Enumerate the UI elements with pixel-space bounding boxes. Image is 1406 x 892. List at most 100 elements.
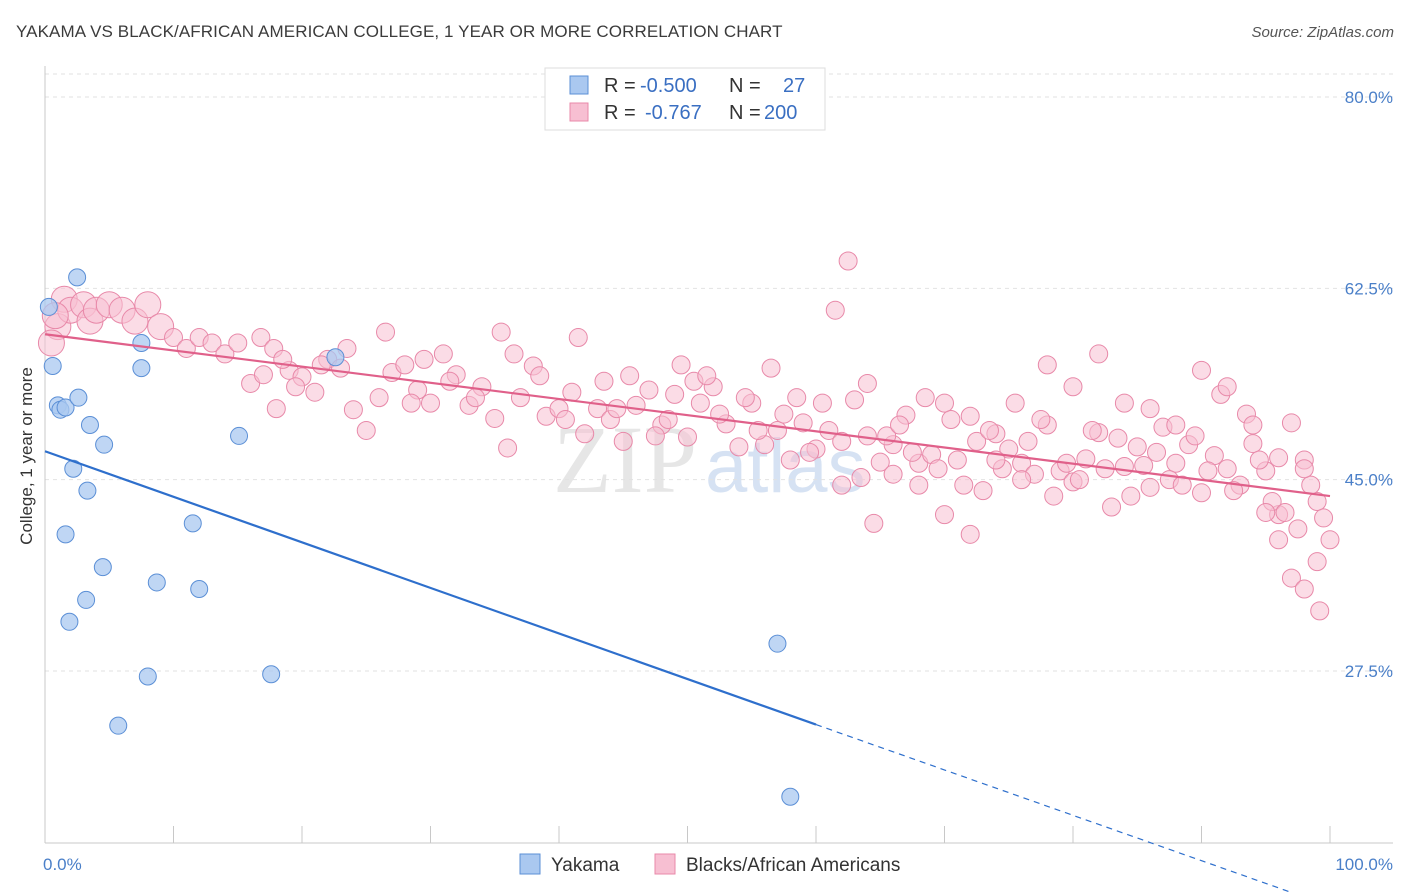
black-point-186 [960,524,980,544]
black-point-20 [253,365,273,385]
black-point-153 [1044,486,1064,506]
trend-lines [44,333,1331,892]
black-point-159 [1121,486,1141,506]
black-point-181 [832,431,852,451]
yakama-point-18 [138,667,157,686]
legend: R = -0.500 N = 27 R = -0.767 N = 200 [544,67,826,131]
yakama-point-20 [190,580,209,598]
black-point-193 [1140,399,1160,419]
yakama-point-25 [781,787,800,806]
black-point-24 [305,382,325,402]
black-point-144 [928,459,948,479]
yakama-point-0 [39,297,58,316]
legend-r-value-yakama: -0.500 [640,75,697,97]
chart-title: YAKAMA VS BLACK/AFRICAN AMERICAN COLLEGE… [16,22,783,41]
black-point-123 [645,426,665,446]
black-point-158 [1108,428,1128,448]
black-point-172 [1288,519,1308,539]
series-black-points [37,251,1340,621]
black-point-133 [787,388,807,408]
black-point-27 [343,400,363,420]
black-point-197 [1243,415,1263,435]
black-point-148 [979,420,999,440]
grid-lines [45,73,1393,672]
black-point-9 [134,291,162,319]
black-point-152 [1031,410,1051,430]
trend-line-black [44,333,1331,498]
black-point-195 [1192,360,1211,380]
black-point-143 [915,388,935,408]
yakama-point-21 [230,426,249,445]
bottom-legend-swatch-black [654,853,676,875]
black-point-48 [613,431,633,451]
black-point-131 [761,358,781,378]
black-point-129 [735,388,755,408]
bottom-legend-swatch-yakama [519,853,541,875]
black-point-145 [941,410,961,430]
yakama-point-6 [69,388,88,407]
black-point-91 [1166,453,1186,473]
black-point-127 [697,366,717,386]
black-point-16 [228,333,248,353]
bottom-legend-yakama: Yakama [551,855,620,876]
black-point-103 [1320,530,1340,550]
black-point-14 [202,333,222,353]
black-point-61 [780,450,800,470]
bottom-legend-black: Blacks/African Americans [686,855,900,876]
trend-line-yakama [44,450,817,726]
yakama-point-22 [262,665,281,684]
black-point-169 [1249,450,1269,470]
black-point-73 [935,393,954,413]
black-point-65 [832,475,852,495]
black-point-188 [1012,470,1032,490]
yakama-point-5 [68,268,87,287]
black-point-68 [870,452,890,472]
black-point-138 [851,467,871,487]
black-point-84 [1076,449,1096,469]
black-point-189 [1037,355,1057,375]
axes [44,66,1393,844]
black-point-88 [1127,437,1147,457]
black-point-57 [729,437,749,457]
yakama-point-16 [132,359,151,378]
black-point-114 [465,388,485,408]
legend-n-value-yakama: 27 [783,75,805,97]
black-point-60 [767,420,787,440]
black-point-196 [1217,377,1237,397]
black-point-112 [414,349,434,369]
black-point-93 [1192,483,1211,503]
black-point-141 [890,415,910,435]
black-point-155 [1069,470,1089,490]
black-point-38 [485,408,505,428]
black-point-34 [433,344,453,364]
black-point-178 [1281,568,1301,588]
series-yakama-points [39,268,800,806]
black-point-121 [607,399,627,419]
yakama-point-26 [109,716,128,735]
black-point-86 [1102,497,1122,517]
black-point-174 [1307,552,1327,572]
black-point-102 [1307,492,1327,512]
y-tick-label-2: 62.5% [1345,279,1393,298]
black-point-139 [864,513,884,533]
black-point-64 [819,420,839,440]
trend-line-yakama-extension [815,724,1292,892]
black-point-192 [1114,393,1134,413]
black-point-124 [658,410,678,430]
black-point-45 [575,424,595,444]
black-point-97 [1243,434,1263,454]
black-point-31 [395,355,415,375]
yakama-point-24 [768,634,787,653]
black-point-177 [1269,530,1289,550]
black-point-100 [1281,413,1301,433]
black-point-173 [1301,475,1321,495]
legend-r-label-black: R = [604,102,636,124]
x-tick-label-0: 0.0% [43,855,82,874]
black-point-135 [812,393,832,413]
black-point-107 [286,377,306,397]
black-point-165 [1198,461,1218,481]
legend-n-value-black: 200 [764,102,797,124]
yakama-point-1 [43,356,62,375]
y-tick-label-3: 80.0% [1345,88,1393,107]
